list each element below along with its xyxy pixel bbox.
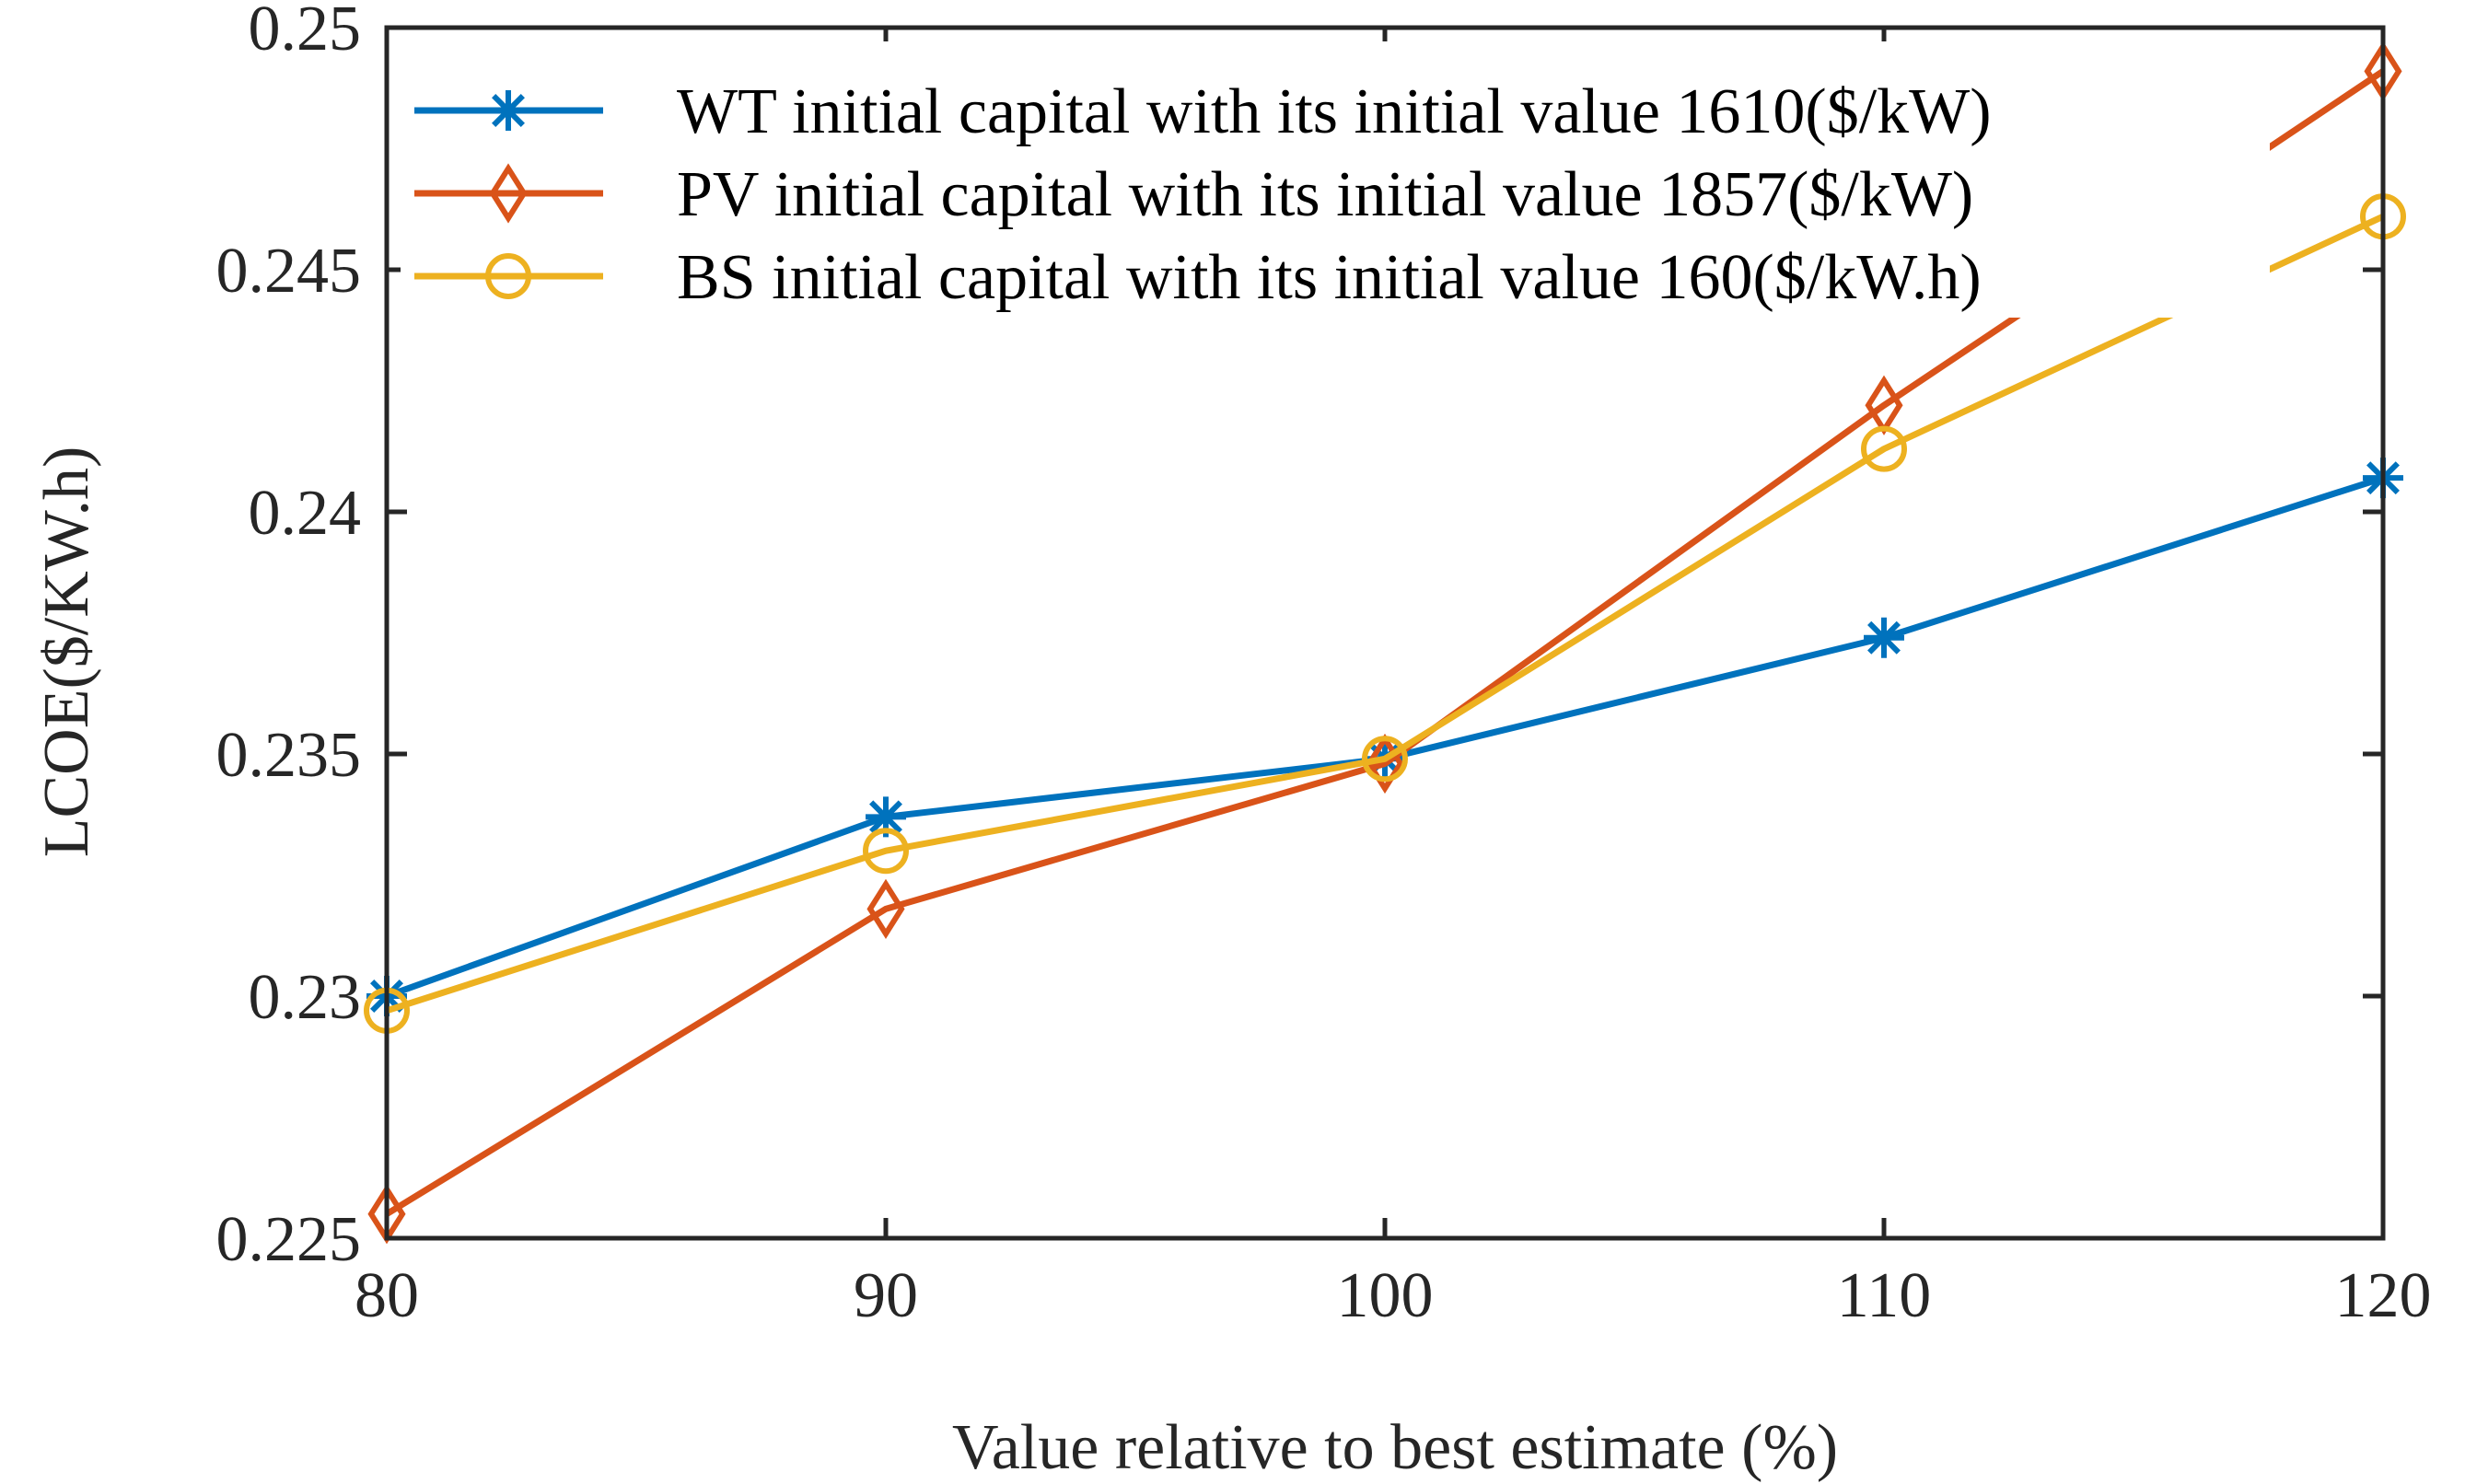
x-tick-label: 100	[1337, 1260, 1434, 1331]
series-line-3	[385, 213, 2385, 1014]
x-tick-label: 80	[355, 1260, 419, 1331]
y-tick-label: 0.24	[249, 478, 362, 549]
legend-marker-1	[488, 90, 529, 131]
series-3-point	[1362, 736, 1408, 783]
series-2-point	[866, 878, 905, 939]
series-3-point	[1861, 425, 1907, 472]
y-tick-label: 0.245	[216, 236, 362, 307]
x-axis-ticks: 80 90 100 110 120	[355, 28, 2432, 1331]
y-axis-ticks: 0.225 0.23 0.235 0.24 0.245 0.25	[216, 0, 2383, 1275]
legend-marker-3	[485, 253, 531, 299]
legend-marker-2	[489, 163, 528, 224]
x-tick-label: 120	[2335, 1260, 2432, 1331]
legend-box	[401, 41, 2270, 318]
series-3-point	[863, 828, 909, 875]
x-tick-label: 90	[854, 1260, 918, 1331]
y-axis-label: LCOE($/KW.h)	[31, 446, 102, 858]
y-tick-label: 0.25	[249, 0, 362, 64]
y-tick-label: 0.235	[216, 720, 362, 791]
x-axis-label: Value relative to best estimate (%)	[952, 1412, 1838, 1483]
series-1-point	[1864, 617, 1904, 658]
legend-label-2: PV initial capital with its initial valu…	[677, 159, 1973, 230]
x-tick-label: 110	[1837, 1260, 1931, 1331]
legend-label-1: WT initial capital with its initial valu…	[677, 76, 1992, 147]
y-tick-label: 0.225	[216, 1204, 362, 1275]
legend-label-3: BS initial capital with its initial valu…	[677, 242, 1982, 313]
legend: WT initial capital with its initial valu…	[401, 41, 2270, 318]
plot-area-frame	[384, 25, 2386, 1241]
y-tick-label: 0.23	[249, 962, 362, 1033]
